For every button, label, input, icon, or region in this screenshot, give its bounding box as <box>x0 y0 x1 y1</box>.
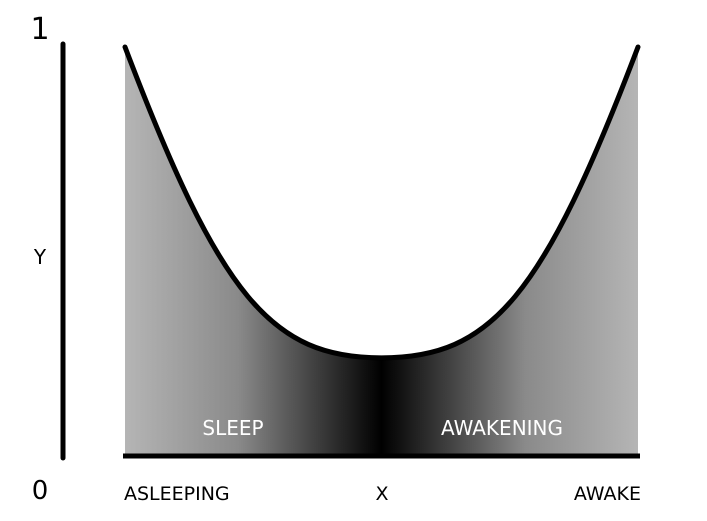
sleep-region-label: SLEEP <box>202 416 263 440</box>
y-axis-top-value: 1 <box>30 12 49 47</box>
y-axis-bottom-value: 0 <box>32 476 49 506</box>
awakening-region-label: AWAKENING <box>441 416 563 440</box>
shaded-region <box>125 47 638 456</box>
u-curve-line <box>122 44 641 361</box>
x-axis-center-label: X <box>375 483 388 505</box>
x-axis-left-label: ASLEEPING <box>124 483 230 505</box>
y-axis-label: Y <box>33 245 47 269</box>
x-axis-right-label: AWAKE <box>574 483 641 505</box>
